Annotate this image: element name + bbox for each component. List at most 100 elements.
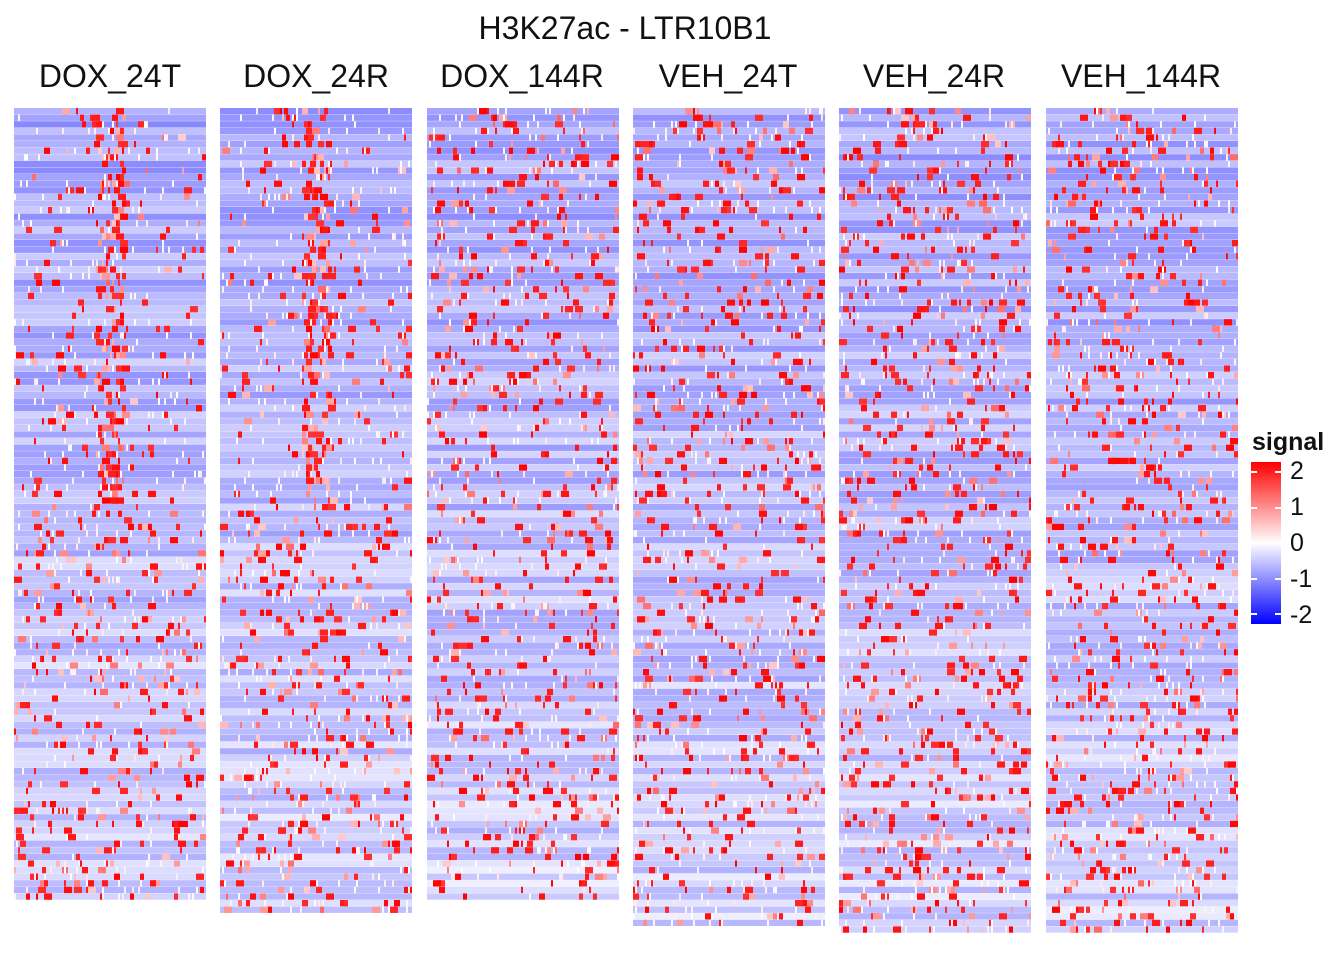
heatmap-cell [579,728,581,735]
heatmap-cell [34,688,36,696]
heatmap-cell [358,622,366,630]
heatmap-cell [599,642,601,649]
heatmap-cell [681,847,689,854]
heatmap-cell [292,160,296,168]
heatmap-cell [164,134,166,141]
heatmap-cell [795,827,801,834]
heatmap-cell [449,273,457,280]
heatmap-cell [677,266,685,273]
heatmap-cell [535,834,539,841]
heatmap-cell [577,464,579,471]
heatmap-cell [16,840,18,847]
heatmap-cell [529,893,531,900]
heatmap-cell [709,114,711,121]
heatmap-row [14,820,206,828]
heatmap-row [633,108,825,115]
heatmap-cell [132,490,138,498]
heatmap-cell [326,438,330,445]
heatmap-cell [787,378,793,385]
heatmap-cell [703,616,705,623]
heatmap-row [14,589,206,597]
heatmap-cell [120,702,122,709]
heatmap-cell [96,530,98,537]
heatmap-cell [36,873,38,880]
heatmap-cell [559,596,561,603]
heatmap-cell [266,550,270,557]
heatmap-cell [324,339,326,346]
heatmap-cell [304,352,308,359]
heatmap-cell [52,807,54,814]
heatmap-cell [597,807,603,814]
heatmap-cell [433,134,435,141]
heatmap-cell [537,121,539,128]
heatmap-cell [463,457,465,465]
heatmap-cell [334,266,336,273]
heatmap-cell [749,794,751,801]
heatmap-cell [410,728,412,735]
heatmap-cell [731,464,733,471]
heatmap-cell [773,259,775,267]
heatmap-cell [453,299,455,306]
heatmap-cell [98,510,100,517]
heatmap-cell [545,603,547,610]
heatmap-cell [439,530,441,537]
heatmap-cell [939,180,941,187]
heatmap-cell [50,457,52,465]
heatmap-cell [695,688,697,696]
heatmap-row [14,523,206,531]
heatmap-cell [274,781,280,788]
heatmap-row [14,550,206,557]
heatmap-cell [817,655,825,663]
heatmap-cell [342,688,350,696]
heatmap-cell [703,853,705,861]
heatmap-cell [747,147,755,154]
heatmap-cell [817,576,819,583]
heatmap-cell [342,200,344,207]
heatmap-cell [146,523,152,531]
heatmap-cell [441,510,443,517]
heatmap-cell [108,484,110,491]
heatmap-cell [396,550,398,557]
heatmap-cell [1005,141,1007,148]
heatmap-cell [699,616,701,623]
heatmap-row [427,807,619,814]
heatmap-row [14,259,206,267]
heatmap-row [633,154,825,161]
heatmap-cell [56,556,58,564]
heatmap-cell [114,840,120,847]
heatmap-cell [24,801,26,808]
heatmap-cell [641,141,649,148]
heatmap-cell [601,820,609,828]
heatmap-cell [324,108,328,115]
heatmap-cell [38,596,40,603]
heatmap-cell [749,339,753,346]
heatmap-cell [52,246,54,253]
heatmap-cell [533,867,535,874]
heatmap-cell [687,728,689,735]
heatmap-cell [372,860,374,867]
heatmap-row [633,715,825,722]
heatmap-cell [757,484,765,491]
heatmap-cell [635,530,637,537]
heatmap-cell [435,411,441,418]
heatmap-cell [116,391,118,399]
heatmap-cell [36,127,38,135]
heatmap-cell [86,801,88,808]
heatmap-cell [302,900,308,907]
heatmap-cell [513,127,519,135]
heatmap-cell [162,187,164,194]
heatmap-cell [116,233,124,240]
heatmap-cell [703,259,711,267]
heatmap-cell [280,570,288,577]
heatmap-cell [256,108,258,115]
heatmap-row [633,550,825,557]
heatmap-cell [465,688,467,696]
heatmap-row [633,464,825,471]
heatmap-row [14,649,206,656]
heatmap-cell [222,807,224,814]
heatmap-cell [547,609,551,616]
heatmap-cell [543,160,545,168]
heatmap-cell [437,801,439,808]
heatmap-cell [328,266,332,273]
heatmap-cell [274,787,276,795]
